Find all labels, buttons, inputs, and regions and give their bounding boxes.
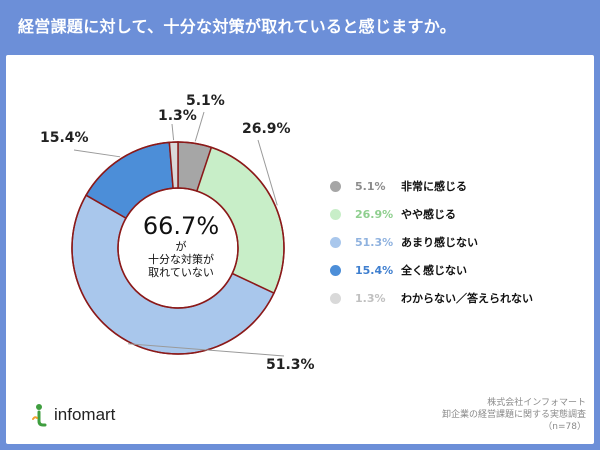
- company-logo: infomart: [30, 403, 115, 427]
- source-survey: 卸企業の経営課題に関する実態調査: [441, 410, 586, 420]
- legend-percent-5: 1.3%: [355, 291, 386, 305]
- leader-line-4: [73, 149, 121, 158]
- outer-ring: [71, 141, 285, 355]
- legend-item-1: 5.1% 非常に感じる: [330, 172, 533, 200]
- source-note: 株式会社インフォマート 卸企業の経営課題に関する実態調査 （n=78）: [442, 397, 586, 433]
- legend-percent-1: 5.1%: [355, 179, 386, 193]
- leader-line-3: [128, 343, 285, 357]
- title-bar: 経営課題に対して、十分な対策が取れていると感じますか。: [0, 0, 600, 50]
- legend-label-1: 非常に感じる: [401, 180, 467, 193]
- leader-line-2: [257, 139, 278, 206]
- legend-label-4: 全く感じない: [401, 264, 467, 277]
- callout-label-2: 26.9%: [242, 121, 291, 137]
- callout-label-5: 1.3%: [158, 108, 197, 124]
- legend-swatch-2: [330, 208, 341, 220]
- legend-label-5: わからない／答えられない: [401, 292, 533, 305]
- inner-ring: [117, 187, 239, 309]
- legend-item-4: 15.4% 全く感じない: [330, 256, 533, 284]
- leader-line-1: [194, 111, 205, 142]
- legend-item-3: 51.3% あまり感じない: [330, 228, 533, 256]
- legend-label-3: あまり感じない: [401, 236, 478, 249]
- legend-percent-3: 51.3%: [355, 235, 394, 249]
- legend-item-2: 26.9% やや感じる: [330, 200, 533, 228]
- center-percentage: 66.7%: [142, 212, 220, 240]
- logo-text: infomart: [54, 405, 116, 424]
- legend-label-2: やや感じる: [401, 208, 456, 221]
- legend-swatch-5: [330, 292, 341, 304]
- callout-label-4: 15.4%: [40, 130, 89, 146]
- legend-percent-4: 15.4%: [355, 263, 394, 277]
- center-caption-line-1: が: [175, 240, 187, 253]
- legend-item-5: 1.3% わからない／答えられない: [330, 284, 533, 312]
- logo-mark-icon: [32, 404, 47, 427]
- callout-label-1: 5.1%: [186, 93, 225, 109]
- leader-line-5: [171, 123, 175, 141]
- legend-swatch-3: [330, 236, 341, 248]
- center-caption-line-3: 取れていない: [148, 266, 214, 279]
- center-caption-line-2: 十分な対策が: [148, 253, 214, 266]
- chart-title: 経営課題に対して、十分な対策が取れていると感じますか。: [18, 17, 457, 36]
- legend-percent-2: 26.9%: [355, 207, 394, 221]
- callout-label-3: 51.3%: [266, 357, 315, 373]
- center-caption: が 十分な対策が 取れていない: [118, 240, 244, 279]
- legend-swatch-1: [330, 180, 341, 192]
- source-sample-size: （n=78）: [543, 422, 586, 432]
- legend: 5.1% 非常に感じる 26.9% やや感じる 51.3% あまり感じない 15…: [330, 172, 533, 312]
- legend-swatch-4: [330, 264, 341, 276]
- source-company: 株式会社インフォマート: [487, 398, 586, 408]
